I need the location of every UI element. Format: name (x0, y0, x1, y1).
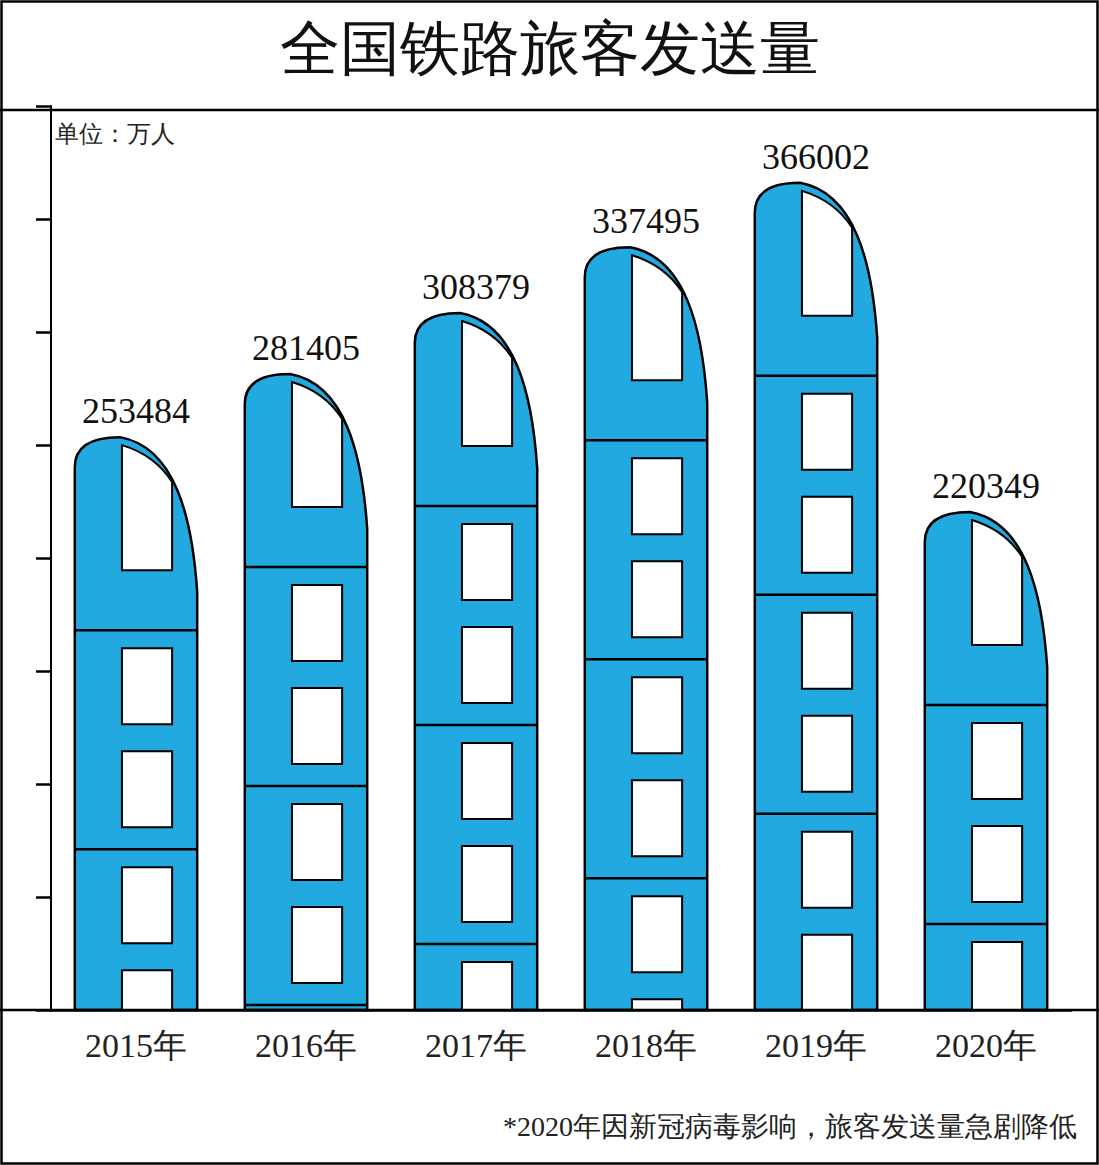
svg-text:2017年: 2017年 (425, 1027, 527, 1064)
svg-text:*2020年因新冠病毒影响，旅客发送量急剧降低: *2020年因新冠病毒影响，旅客发送量急剧降低 (503, 1111, 1077, 1142)
svg-text:2018年: 2018年 (595, 1027, 697, 1064)
svg-text:2016年: 2016年 (255, 1027, 357, 1064)
svg-text:220349: 220349 (932, 466, 1040, 506)
svg-text:单位：万人: 单位：万人 (55, 121, 175, 147)
svg-text:2019年: 2019年 (765, 1027, 867, 1064)
svg-text:308379: 308379 (422, 267, 530, 307)
svg-text:253484: 253484 (82, 391, 190, 431)
svg-text:281405: 281405 (252, 328, 360, 368)
svg-text:全国铁路旅客发送量: 全国铁路旅客发送量 (280, 16, 820, 82)
svg-text:337495: 337495 (592, 201, 700, 241)
svg-text:366002: 366002 (762, 137, 870, 177)
svg-text:2015年: 2015年 (85, 1027, 187, 1064)
svg-text:2020年: 2020年 (935, 1027, 1037, 1064)
